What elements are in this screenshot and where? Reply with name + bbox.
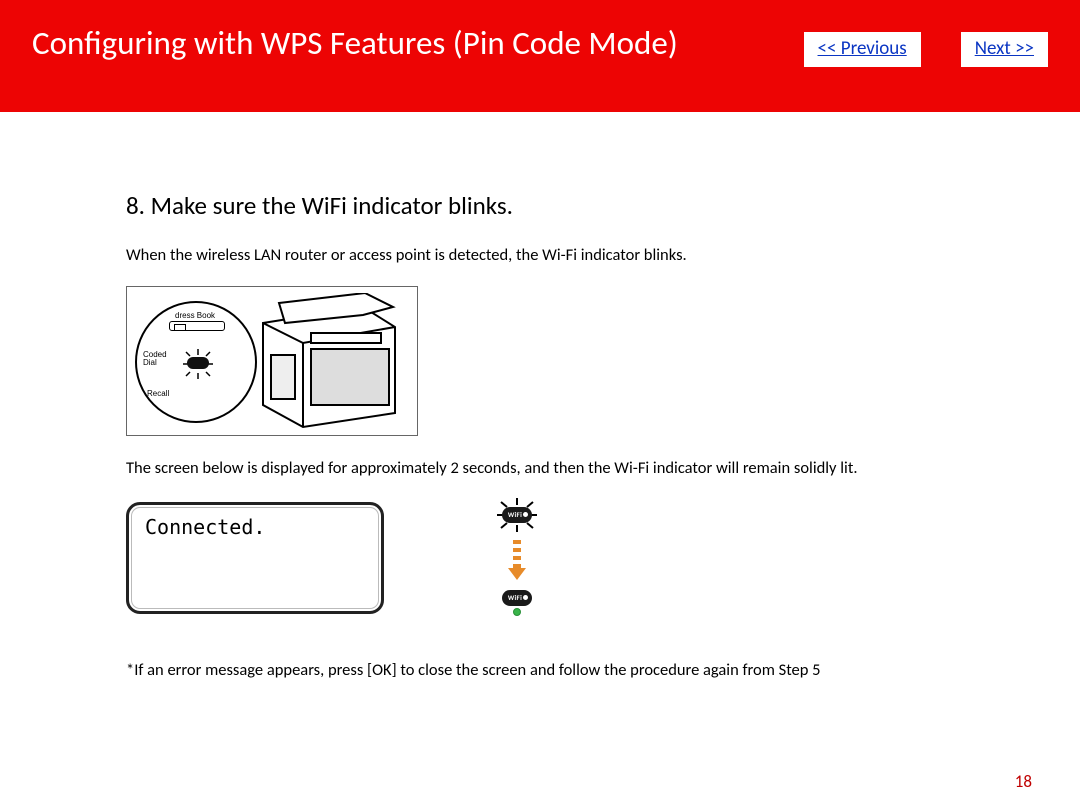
addressbook-key-icon [169, 321, 225, 331]
wifi-pill-label: WiFi [508, 510, 522, 519]
page-number: 18 [1015, 771, 1032, 792]
content-area: 8. Make sure the WiFi indicator blinks. … [0, 112, 1080, 680]
previous-button[interactable]: << Previous [804, 32, 921, 67]
arrow-down-icon [511, 540, 523, 580]
control-panel-callout: dress Book Coded Dial Recall [135, 301, 257, 423]
indicator-transition: WiFi WiFi [494, 498, 540, 616]
wifi-pill-label-2: WiFi [508, 593, 522, 602]
wifi-led-icon [513, 608, 521, 616]
lcd-screen: Connected. [126, 502, 384, 614]
step-heading: 8. Make sure the WiFi indicator blinks. [126, 190, 1032, 221]
header-bar: Configuring with WPS Features (Pin Code … [0, 0, 1080, 112]
page-title: Configuring with WPS Features (Pin Code … [32, 24, 804, 64]
wifi-indicator-icon [181, 347, 215, 381]
step-intro: When the wireless LAN router or access p… [126, 245, 1032, 266]
lcd-text: Connected. [145, 515, 265, 539]
wifi-blinking-icon: WiFi [497, 498, 537, 532]
callout-label-recall: Recall [147, 389, 169, 398]
page-root: Configuring with WPS Features (Pin Code … [0, 0, 1080, 810]
wifi-solid-icon: WiFi [502, 590, 532, 616]
printer-body-icon [245, 293, 407, 431]
callout-label-addressbook: dress Book [175, 311, 215, 320]
after-figure-text: The screen below is displayed for approx… [126, 458, 1032, 479]
next-button[interactable]: Next >> [961, 32, 1048, 67]
callout-label-codeddial: Coded Dial [143, 351, 167, 367]
error-footnote: *If an error message appears, press [OK]… [126, 660, 1032, 680]
status-row: Connected. [126, 502, 1032, 616]
nav-group: << Previous Next >> [804, 32, 1048, 67]
printer-illustration: dress Book Coded Dial Recall [126, 286, 418, 436]
